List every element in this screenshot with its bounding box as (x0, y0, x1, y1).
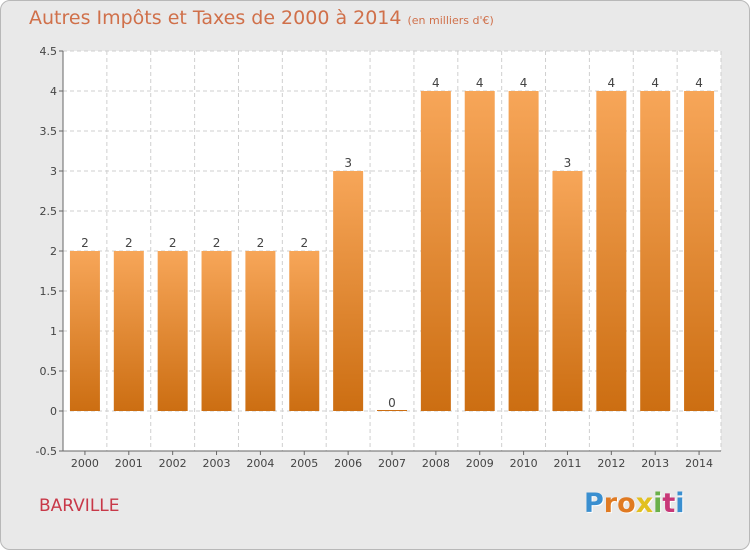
bar (552, 171, 583, 411)
y-tick-label: 3.5 (40, 125, 58, 138)
x-tick-label: 2009 (466, 457, 494, 470)
x-tick-label: 2010 (510, 457, 538, 470)
x-tick-label: 2003 (203, 457, 231, 470)
proxiti-logo: Proxiti (584, 488, 685, 519)
x-tick-label: 2011 (553, 457, 581, 470)
y-tick-label: 2 (50, 245, 57, 258)
y-tick-label: 1.5 (40, 285, 58, 298)
logo-letter: x (635, 488, 654, 519)
data-label: 2 (300, 236, 308, 250)
logo-letter: i (675, 488, 685, 519)
x-tick-label: 2000 (71, 457, 99, 470)
title-text: Autres Impôts et Taxes de 2000 à 2014 (29, 7, 402, 29)
x-tick-label: 2013 (641, 457, 669, 470)
y-tick-label: 0.5 (40, 365, 58, 378)
bar (377, 410, 407, 411)
x-tick-label: 2007 (378, 457, 406, 470)
logo-letter: o (617, 488, 636, 519)
data-label: 4 (695, 76, 703, 90)
data-label: 4 (476, 76, 484, 90)
unit-subtitle: (en milliers d'€) (407, 14, 494, 27)
logo-letter: P (584, 488, 604, 519)
bar (684, 91, 715, 411)
bar (420, 91, 451, 411)
y-tick-label: 4.5 (40, 45, 58, 58)
logo-letter: i (653, 488, 663, 519)
data-label: 4 (651, 76, 659, 90)
logo-letter: t (662, 488, 676, 519)
bar (464, 91, 495, 411)
bar (640, 91, 671, 411)
x-tick-label: 2002 (159, 457, 187, 470)
axes: -0.5 0 0.5 1 1.5 2 2.5 3 3.5 4 4.5 2000 2001 2002 2003… (36, 45, 721, 470)
y-tick-label: 3 (50, 165, 57, 178)
bar (201, 251, 232, 411)
town-name: BARVILLE (39, 496, 120, 516)
y-tick-label: 2.5 (40, 205, 58, 218)
logo-letter: r (603, 488, 618, 519)
bar (245, 251, 276, 411)
y-tick-label: 1 (50, 325, 57, 338)
x-tick-label: 2014 (685, 457, 713, 470)
bar (333, 171, 364, 411)
bar (289, 251, 320, 411)
data-label: 4 (432, 76, 440, 90)
x-tick-label: 2008 (422, 457, 450, 470)
chart-title: Autres Impôts et Taxes de 2000 à 2014 (en… (29, 7, 494, 29)
bar (157, 251, 188, 411)
data-label: 2 (81, 236, 89, 250)
data-label: 3 (344, 156, 352, 170)
data-label: 2 (169, 236, 177, 250)
x-tick-label: 2004 (246, 457, 274, 470)
data-label: 0 (388, 396, 396, 410)
x-tick-label: 2005 (290, 457, 318, 470)
y-tick-label: -0.5 (36, 445, 57, 458)
data-label: 2 (125, 236, 133, 250)
x-tick-label: 2012 (597, 457, 625, 470)
data-label: 4 (608, 76, 616, 90)
bar (596, 91, 627, 411)
x-tick-label: 2006 (334, 457, 362, 470)
data-label: 4 (520, 76, 528, 90)
x-tick-label: 2001 (115, 457, 143, 470)
y-tick-label: 0 (50, 405, 57, 418)
bar (113, 251, 144, 411)
y-tick-label: 4 (50, 85, 57, 98)
data-label: 2 (257, 236, 265, 250)
bars: 2 2 2 2 2 2 3 0 4 4 4 3 4 4 4 (69, 76, 715, 411)
data-label: 2 (213, 236, 221, 250)
data-label: 3 (564, 156, 572, 170)
bar (508, 91, 539, 411)
bar (69, 251, 100, 411)
